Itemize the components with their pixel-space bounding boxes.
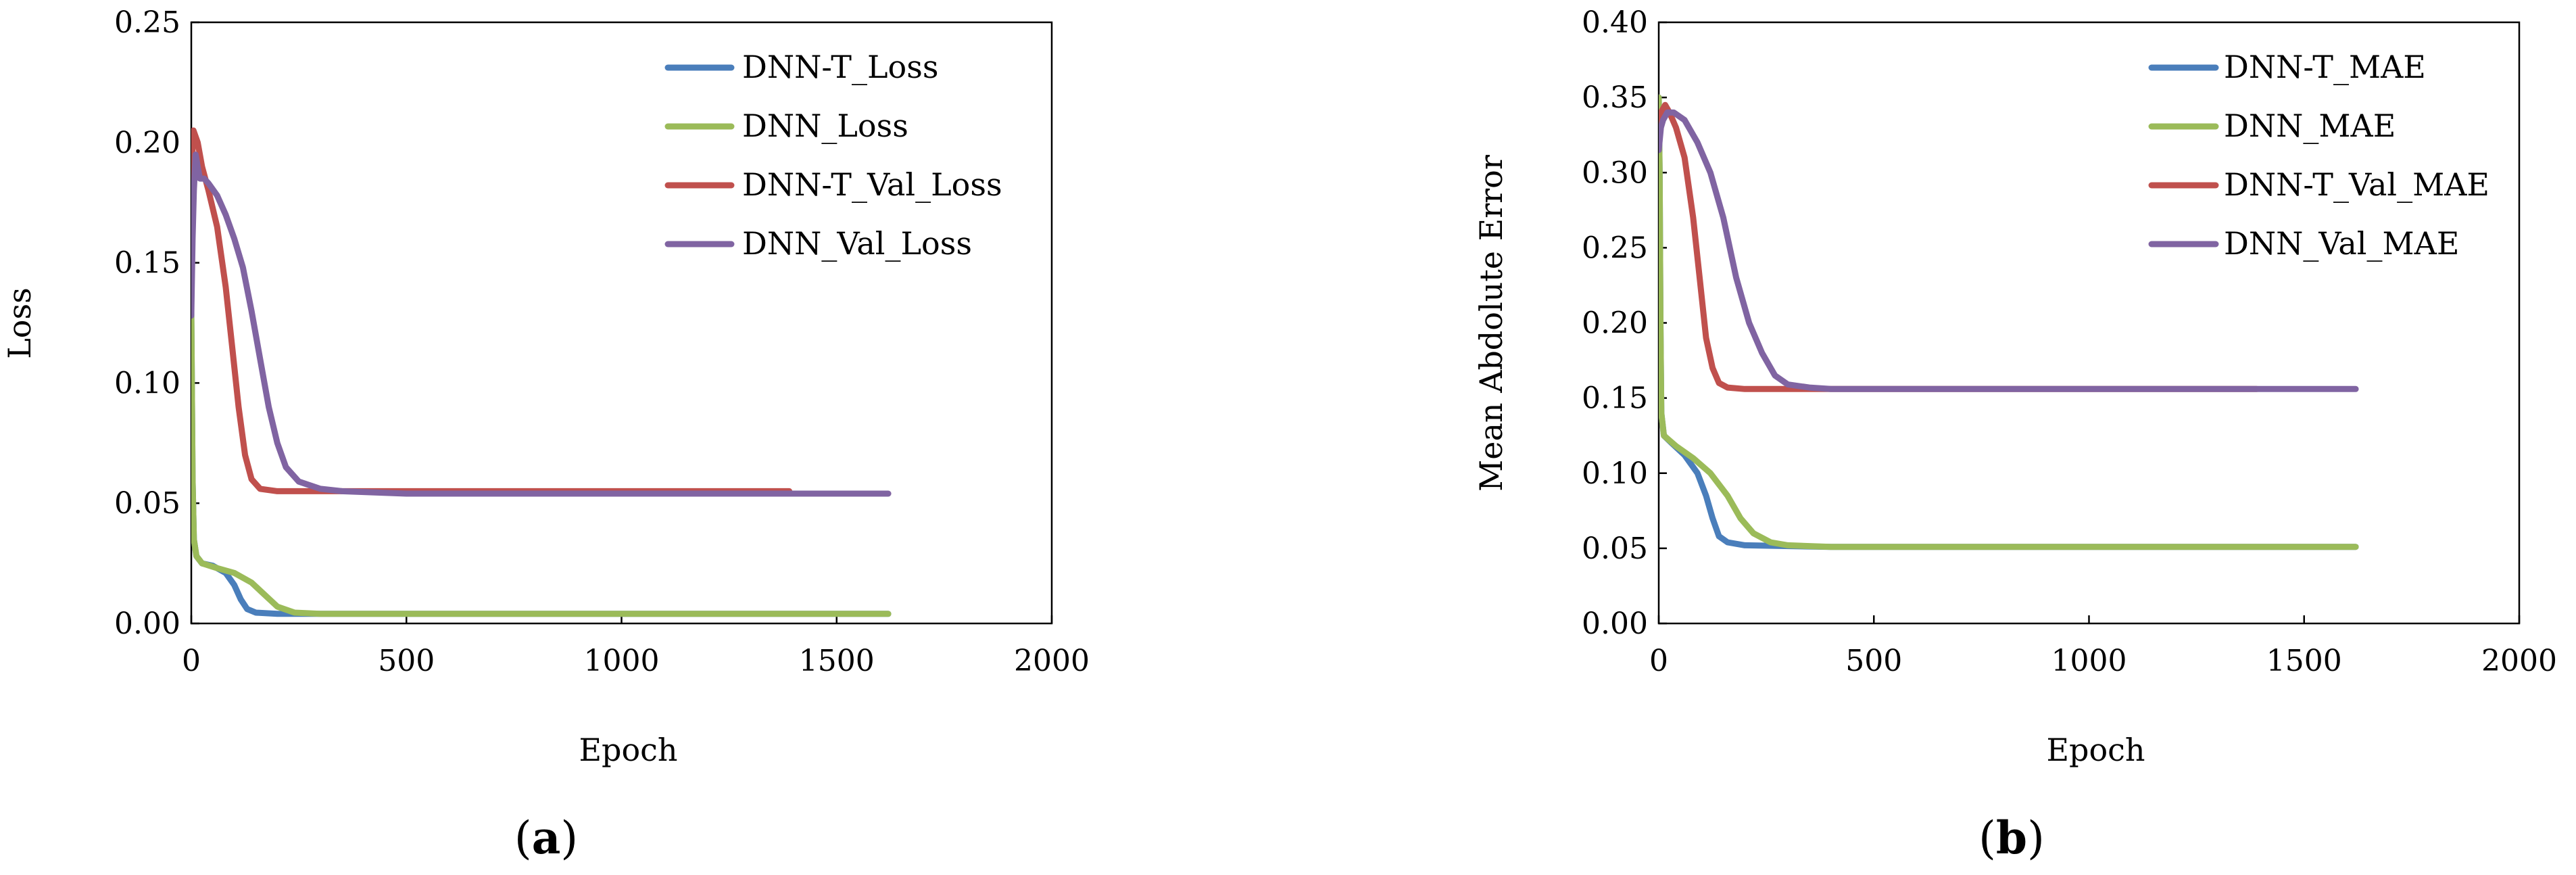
chart-a-series-line-dnn-val-loss — [191, 151, 892, 497]
chart-a-x-tick-label: 0 — [182, 644, 201, 678]
chart-b-legend-label: DNN_Val_MAE — [2224, 225, 2459, 262]
chart-b-x-tick-label: 1500 — [2266, 644, 2342, 678]
chart-panel-a: 0.00 0.05 0.10 0.15 0.20 0.25 0 500 1000 1500 2000… — [1, 5, 1090, 768]
chart-b-y-tick-label: 0.35 — [1582, 80, 1648, 115]
chart-b-y-tick-label: 0.15 — [1582, 381, 1648, 416]
chart-b-series-line-dnn-t-mae — [1659, 94, 2359, 550]
chart-b-legend-label: DNN_MAE — [2224, 108, 2396, 144]
chart-a-y-tick-label: 0.15 — [114, 246, 180, 281]
chart-b-series-group — [1659, 94, 2359, 550]
chart-b-y-tick-label: 0.05 — [1582, 531, 1648, 566]
chart-b-y-tick-label: 0.40 — [1582, 5, 1648, 40]
chart-a-y-tick-label: 0.10 — [114, 366, 180, 400]
chart-a-legend-label: DNN-T_Val_Loss — [742, 166, 1002, 203]
chart-a-legend: DNN-T_Loss DNN_Loss DNN-T_Val_Loss DNN_Val_… — [664, 49, 1002, 262]
chart-b-legend: DNN-T_MAE DNN_MAE DNN-T_Val_MAE DNN_Val_MAE — [2148, 49, 2489, 262]
chart-a-y-tick-label: 0.00 — [114, 607, 180, 641]
chart-a-x-tick-label: 2000 — [1014, 644, 1090, 678]
chart-b-legend-label: DNN-T_Val_MAE — [2224, 166, 2489, 203]
chart-b-x-tick-label: 2000 — [2481, 644, 2557, 678]
chart-a-legend-label: DNN_Val_Loss — [742, 225, 972, 262]
chart-a-legend-label: DNN_Loss — [742, 108, 908, 144]
chart-b-series-line-dnn-mae — [1659, 94, 2359, 550]
chart-panel-b: 0.00 0.05 0.10 0.15 0.20 0.25 0.30 0.35 0.40 0 500… — [1473, 5, 2557, 768]
chart-a-series-group — [191, 127, 892, 617]
chart-a-x-tick-label: 1500 — [799, 644, 875, 678]
chart-a-series-line-dnn-loss — [191, 308, 892, 617]
chart-a-x-axis-title: Epoch — [579, 732, 677, 768]
chart-b-series-line-dnn-val-mae — [1659, 109, 2359, 392]
chart-b-y-tick-label: 0.20 — [1582, 306, 1648, 341]
chart-a-x-tick-label: 500 — [378, 644, 435, 678]
chart-b-y-axis-title: Mean Abdolute Error — [1473, 155, 1509, 492]
chart-b-x-axis-title: Epoch — [2046, 732, 2145, 768]
panel-a-caption: (a) — [514, 811, 578, 864]
chart-a-plot-area — [190, 21, 1053, 625]
chart-b-series-line-dnn-t-val-mae — [1659, 101, 2260, 392]
chart-b-y-tick-label: 0.10 — [1582, 456, 1648, 491]
chart-a-legend-label: DNN-T_Loss — [742, 49, 938, 85]
chart-a-y-tick-label: 0.20 — [114, 126, 180, 160]
chart-a-y-tick-label: 0.25 — [114, 5, 180, 40]
chart-b-x-tick-label: 0 — [1649, 644, 1668, 678]
chart-b-y-tick-label: 0.30 — [1582, 156, 1648, 190]
chart-a-series-line-dnn-t-loss — [191, 308, 892, 617]
chart-b-legend-label: DNN-T_MAE — [2224, 49, 2426, 85]
chart-b-y-tick-label: 0.25 — [1582, 231, 1648, 265]
chart-b-x-tick-label: 500 — [1845, 644, 1902, 678]
panel-b-caption: (b) — [1978, 811, 2045, 864]
chart-a-y-axis-title: Loss — [1, 287, 38, 358]
chart-b-x-tick-label: 1000 — [2051, 644, 2127, 678]
chart-a-x-tick-label: 1000 — [584, 644, 660, 678]
chart-a-y-tick-label: 0.05 — [114, 486, 180, 521]
chart-b-y-tick-label: 0.00 — [1582, 607, 1648, 641]
